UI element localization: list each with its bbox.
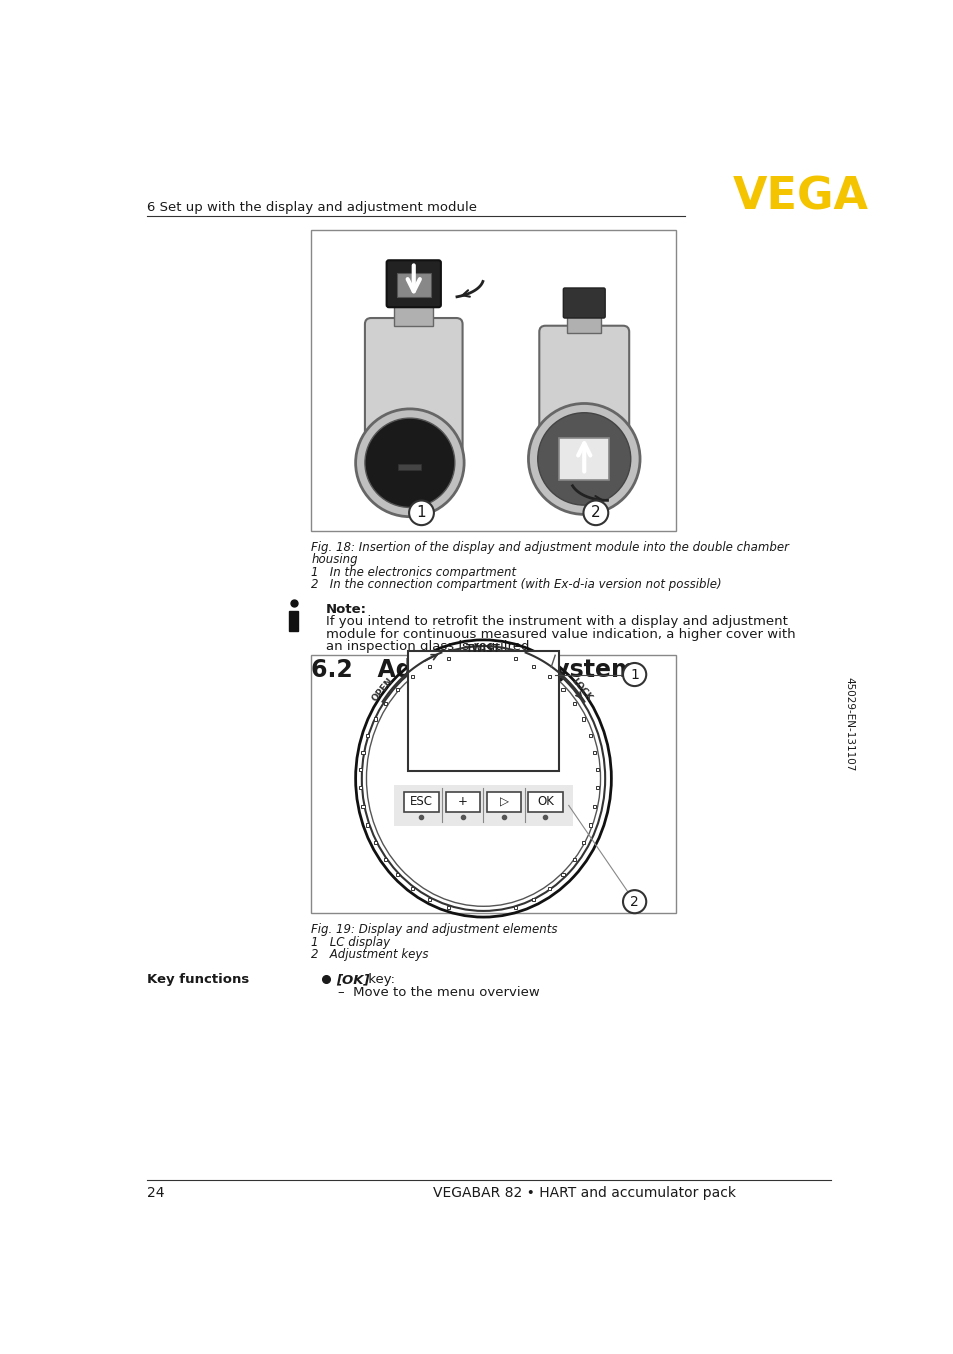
Bar <box>531 898 535 900</box>
Text: 6 Set up with the display and adjustment module: 6 Set up with the display and adjustment… <box>147 200 476 214</box>
Bar <box>358 768 362 772</box>
Text: [OK]: [OK] <box>335 974 370 986</box>
Circle shape <box>622 663 645 686</box>
Text: 2   In the connection compartment (with Ex-d-ia version not possible): 2 In the connection compartment (with Ex… <box>311 578 721 592</box>
Bar <box>561 873 564 876</box>
Bar <box>396 272 431 298</box>
Bar <box>366 734 369 737</box>
Text: 1: 1 <box>630 668 639 681</box>
FancyBboxPatch shape <box>404 792 438 811</box>
Text: If you intend to retrofit the instrument with a display and adjustment: If you intend to retrofit the instrument… <box>326 615 787 628</box>
Text: key:: key: <box>364 974 395 986</box>
Bar <box>514 906 517 909</box>
Bar <box>447 657 450 661</box>
Text: TWIST: TWIST <box>466 645 500 654</box>
Bar <box>573 858 576 861</box>
Text: Key functions: Key functions <box>147 972 249 986</box>
Circle shape <box>355 409 464 517</box>
Bar <box>411 887 414 890</box>
FancyBboxPatch shape <box>558 439 608 479</box>
Bar <box>531 665 535 668</box>
Bar <box>573 701 576 705</box>
Bar <box>311 230 675 531</box>
Bar <box>311 655 675 913</box>
Bar <box>358 787 362 789</box>
Text: VEGABAR 82 • HART and accumulator pack: VEGABAR 82 • HART and accumulator pack <box>433 1186 735 1200</box>
Text: VEGA: VEGA <box>733 176 868 218</box>
Bar <box>408 651 558 770</box>
Circle shape <box>528 403 639 515</box>
Text: 1   LC display: 1 LC display <box>311 936 390 949</box>
Text: an inspection glass is required.: an inspection glass is required. <box>326 640 534 653</box>
Bar <box>581 841 584 845</box>
Text: OPEN: OPEN <box>370 676 395 704</box>
Circle shape <box>365 418 455 508</box>
Circle shape <box>409 501 434 525</box>
FancyBboxPatch shape <box>487 792 521 811</box>
Text: Note:: Note: <box>326 603 367 616</box>
FancyBboxPatch shape <box>528 792 562 811</box>
Bar <box>411 676 414 678</box>
Bar <box>428 665 431 668</box>
FancyBboxPatch shape <box>567 314 600 333</box>
FancyBboxPatch shape <box>562 288 604 318</box>
Bar <box>514 657 517 661</box>
Text: 45029-EN-131107: 45029-EN-131107 <box>843 677 853 772</box>
Bar <box>428 898 431 900</box>
Text: LOCK: LOCK <box>569 677 594 703</box>
Text: Fig. 19: Display and adjustment elements: Fig. 19: Display and adjustment elements <box>311 923 558 936</box>
Bar <box>561 688 564 691</box>
Bar <box>593 751 596 754</box>
FancyBboxPatch shape <box>445 792 479 811</box>
Bar <box>383 701 387 705</box>
Bar <box>374 841 376 845</box>
Bar <box>547 676 550 678</box>
FancyBboxPatch shape <box>386 260 440 307</box>
Circle shape <box>537 413 630 505</box>
Text: +: + <box>457 795 467 808</box>
Bar <box>366 823 369 826</box>
Bar <box>374 718 376 720</box>
Bar <box>593 806 596 808</box>
Text: housing: housing <box>311 552 357 566</box>
Text: ESC: ESC <box>410 795 433 808</box>
Circle shape <box>622 890 645 913</box>
Bar <box>595 787 598 789</box>
Bar <box>581 718 584 720</box>
Text: 1   In the electronics compartment: 1 In the electronics compartment <box>311 566 516 580</box>
Bar <box>395 873 399 876</box>
Text: ▷: ▷ <box>499 795 508 808</box>
Text: 2: 2 <box>591 505 600 520</box>
Bar <box>447 906 450 909</box>
Bar <box>383 858 387 861</box>
Polygon shape <box>289 611 298 631</box>
Bar <box>361 806 364 808</box>
Circle shape <box>583 501 608 525</box>
Bar <box>395 688 399 691</box>
FancyBboxPatch shape <box>365 318 462 454</box>
Text: Fig. 18: Insertion of the display and adjustment module into the double chamber: Fig. 18: Insertion of the display and ad… <box>311 542 789 554</box>
FancyBboxPatch shape <box>538 326 629 445</box>
Ellipse shape <box>368 653 598 904</box>
Text: 1: 1 <box>416 505 426 520</box>
Text: 2   Adjustment keys: 2 Adjustment keys <box>311 948 429 961</box>
FancyBboxPatch shape <box>394 303 433 326</box>
Bar <box>588 734 592 737</box>
Bar <box>547 887 550 890</box>
Text: OK: OK <box>537 795 554 808</box>
Text: 2: 2 <box>630 895 639 909</box>
Text: 6.2   Adjustment system: 6.2 Adjustment system <box>311 658 636 682</box>
Bar <box>595 768 598 772</box>
Bar <box>394 784 572 826</box>
Bar <box>397 464 421 470</box>
Text: –  Move to the menu overview: – Move to the menu overview <box>337 986 539 999</box>
Text: 24: 24 <box>147 1186 165 1200</box>
Text: module for continuous measured value indication, a higher cover with: module for continuous measured value ind… <box>326 627 795 640</box>
Bar <box>588 823 592 826</box>
Bar <box>361 751 364 754</box>
